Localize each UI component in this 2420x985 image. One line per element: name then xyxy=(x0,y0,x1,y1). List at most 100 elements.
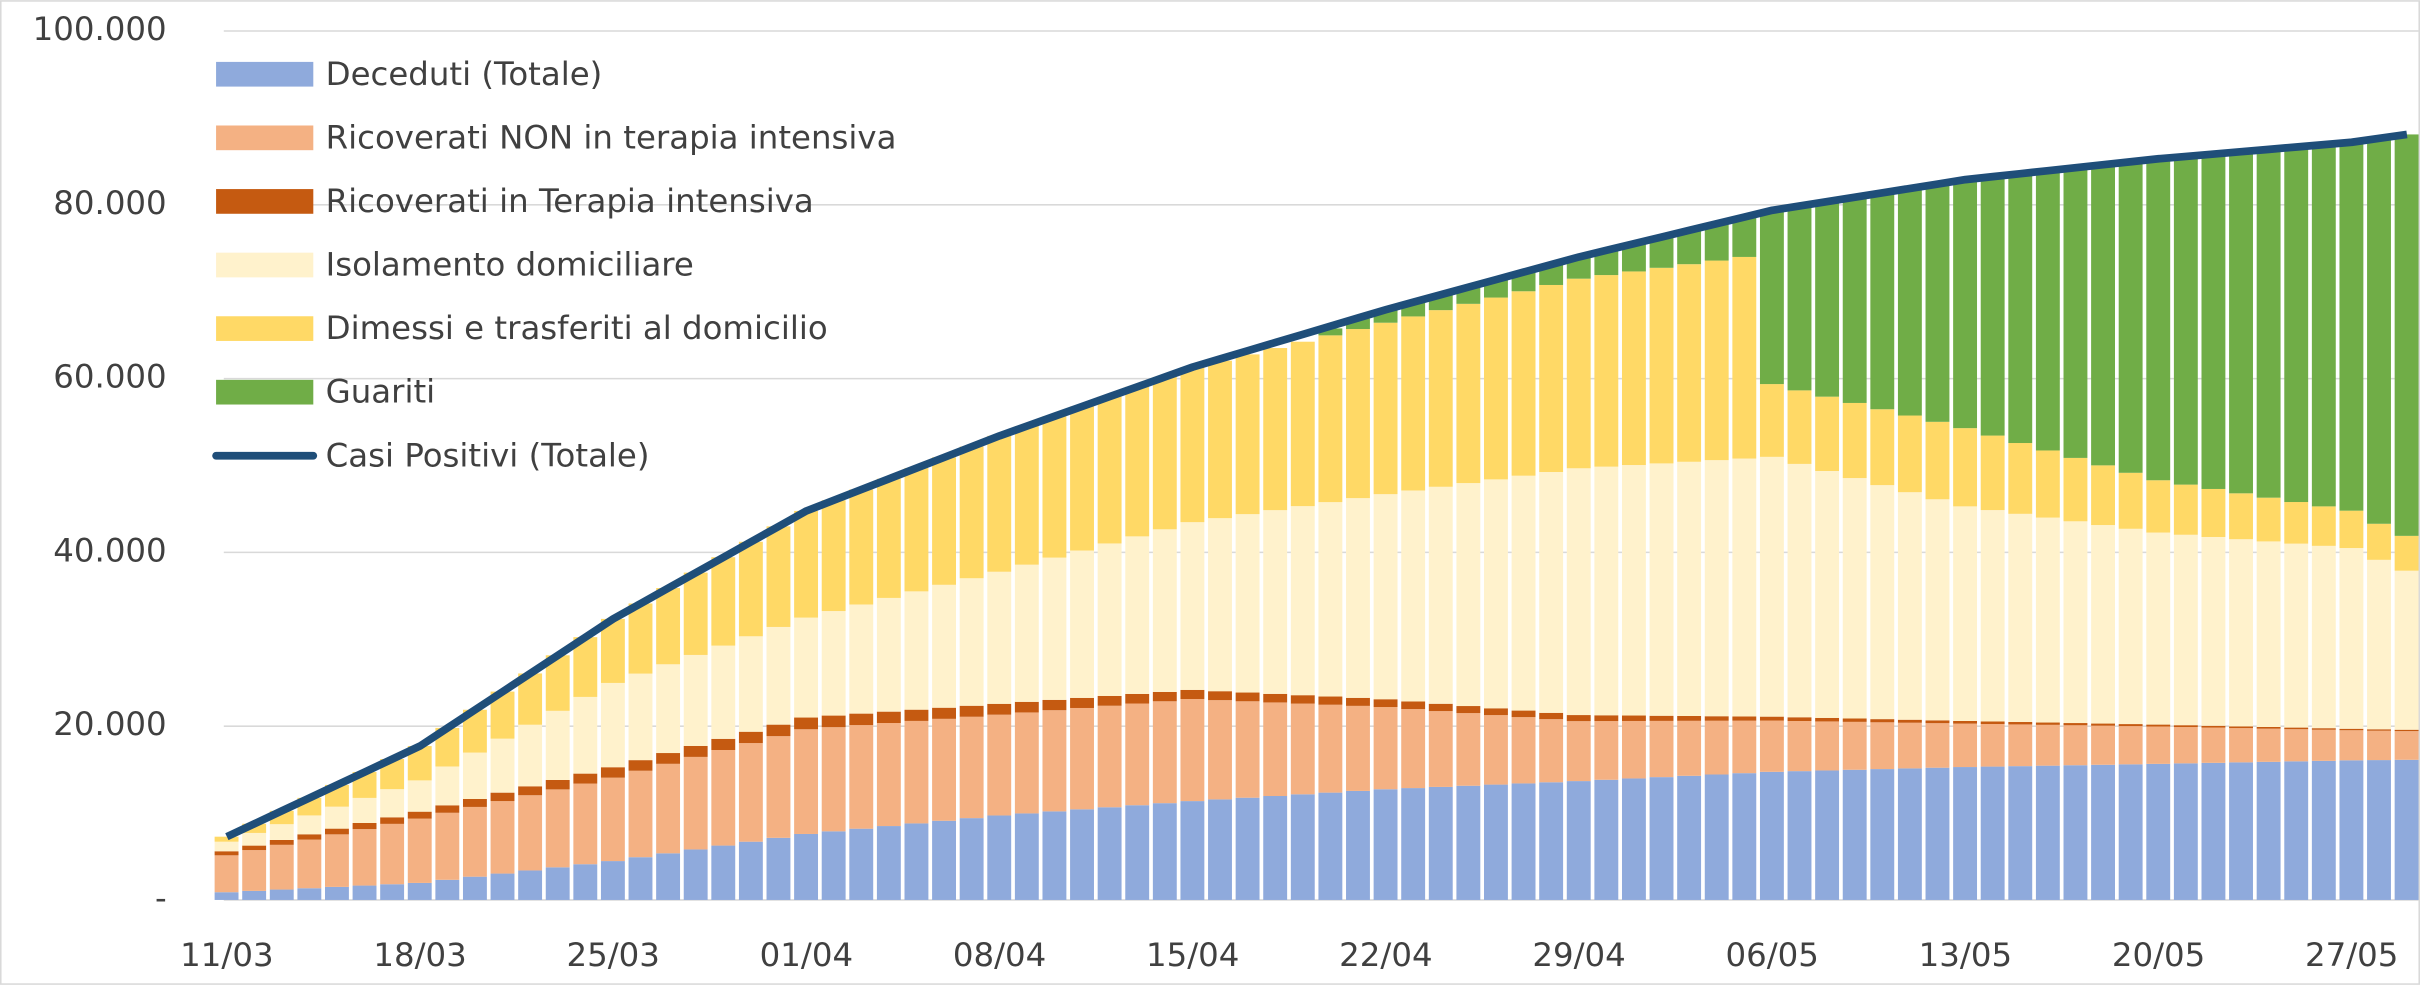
bar-segment xyxy=(2229,728,2253,763)
x-tick-label: 11/03 xyxy=(180,936,273,974)
bar-segment xyxy=(987,714,1012,816)
bar-segment xyxy=(2311,729,2336,761)
bar-segment xyxy=(1456,785,1481,900)
y-tick-label: 80.000 xyxy=(53,184,166,222)
bar-segment xyxy=(1042,557,1067,700)
bar-segment xyxy=(2035,450,2060,518)
bar-segment xyxy=(2229,151,2253,494)
y-tick-label: 100.000 xyxy=(33,10,167,48)
lines xyxy=(225,130,2408,841)
bar-segment xyxy=(2063,521,2088,724)
bar-segment xyxy=(2311,728,2336,730)
bar-segment xyxy=(1870,769,1895,900)
bar-segment xyxy=(1870,409,1895,486)
bar-segment xyxy=(794,717,819,730)
bar-segment xyxy=(932,584,956,708)
bar-segment xyxy=(2063,457,2088,522)
bar-segment xyxy=(2339,728,2364,731)
bar-segment xyxy=(1125,536,1150,694)
bar-segment xyxy=(1373,699,1398,708)
bar-segment xyxy=(987,815,1012,900)
bar-segment xyxy=(1897,719,1922,723)
bar-segment xyxy=(1953,179,1978,429)
bar-segment xyxy=(959,578,984,706)
bar-segment xyxy=(518,786,543,796)
bar-segment xyxy=(1097,705,1122,808)
x-tick-label: 22/04 xyxy=(1339,936,1432,974)
bar-segment xyxy=(545,779,570,790)
bar-segment xyxy=(683,849,708,900)
bar-segment xyxy=(2311,144,2336,507)
bar-segment xyxy=(1566,278,1591,469)
bar-segment xyxy=(1401,709,1426,789)
bar-segment xyxy=(1815,470,1840,718)
bar-segment xyxy=(1815,717,1840,722)
bar-segment xyxy=(794,510,819,618)
bar-segment xyxy=(2256,761,2281,900)
bar-segment xyxy=(1290,695,1315,704)
bar-segment xyxy=(1401,701,1426,710)
bar-segment xyxy=(1594,721,1619,780)
bar-segment xyxy=(2201,488,2226,537)
bar-segment xyxy=(1180,698,1205,802)
bar-segment xyxy=(1594,779,1619,900)
bar-segment xyxy=(1152,529,1177,692)
bar-segment xyxy=(1235,354,1260,515)
bar-segment xyxy=(1539,472,1564,713)
legend-label: Isolamento domiciliare xyxy=(326,246,694,284)
bar-segment xyxy=(1180,367,1205,523)
bar-segment xyxy=(1070,707,1094,810)
bar-segment xyxy=(214,851,239,856)
bar-segment xyxy=(407,811,432,819)
bar-segment xyxy=(1759,771,1784,900)
bar-segment xyxy=(932,820,956,900)
bar-segment xyxy=(1732,716,1757,721)
bar-segment xyxy=(1428,711,1453,787)
bar-segment xyxy=(711,845,736,900)
bar-segment xyxy=(1649,715,1674,721)
bar-segment xyxy=(849,604,874,714)
bar-segment xyxy=(573,696,598,774)
bar-segment xyxy=(2063,765,2088,900)
bar-segment xyxy=(600,618,625,683)
bar-segment xyxy=(1318,696,1343,705)
bar-segment xyxy=(1152,803,1177,900)
bar-segment xyxy=(959,818,984,900)
bar-segment xyxy=(462,709,487,753)
bar-segment xyxy=(2173,763,2198,900)
bar-segment xyxy=(269,839,294,845)
bar-segment xyxy=(2035,722,2060,725)
line xyxy=(225,130,2408,841)
bar-segment xyxy=(2256,149,2281,498)
legend-swatch xyxy=(216,379,314,405)
bar-segment xyxy=(656,853,681,900)
bar-segment xyxy=(1787,205,1812,391)
bar-segment xyxy=(1318,792,1343,900)
bar-segment xyxy=(352,829,377,886)
bar-segment xyxy=(1401,490,1426,702)
x-tick-label: 13/05 xyxy=(1919,936,2012,974)
bar-segment xyxy=(683,745,708,757)
bar-segment xyxy=(1346,697,1370,706)
bar-segment xyxy=(2284,729,2309,762)
bar-segment xyxy=(545,789,570,868)
bar-segment xyxy=(1318,704,1343,793)
bar-segment xyxy=(1787,717,1812,721)
bar-segment xyxy=(2394,729,2419,732)
y-tick-label: - xyxy=(155,879,167,917)
bar-segment xyxy=(1980,724,2005,767)
bar-segment xyxy=(1980,176,2005,436)
bar-segment xyxy=(2201,725,2226,728)
bar-segment xyxy=(2118,764,2143,900)
bar-segment xyxy=(2367,729,2391,731)
bar-segment xyxy=(407,780,432,812)
bar-segment xyxy=(2146,158,2171,481)
bar-segment xyxy=(1484,479,1508,709)
bar-segment xyxy=(1180,522,1205,690)
bar-segment xyxy=(656,664,681,754)
bar-segment xyxy=(1787,463,1812,718)
bar-segment xyxy=(2118,161,2143,473)
bar-segment xyxy=(2091,725,2115,765)
bar-segment xyxy=(1621,271,1646,466)
bar-segment xyxy=(1842,197,1867,403)
